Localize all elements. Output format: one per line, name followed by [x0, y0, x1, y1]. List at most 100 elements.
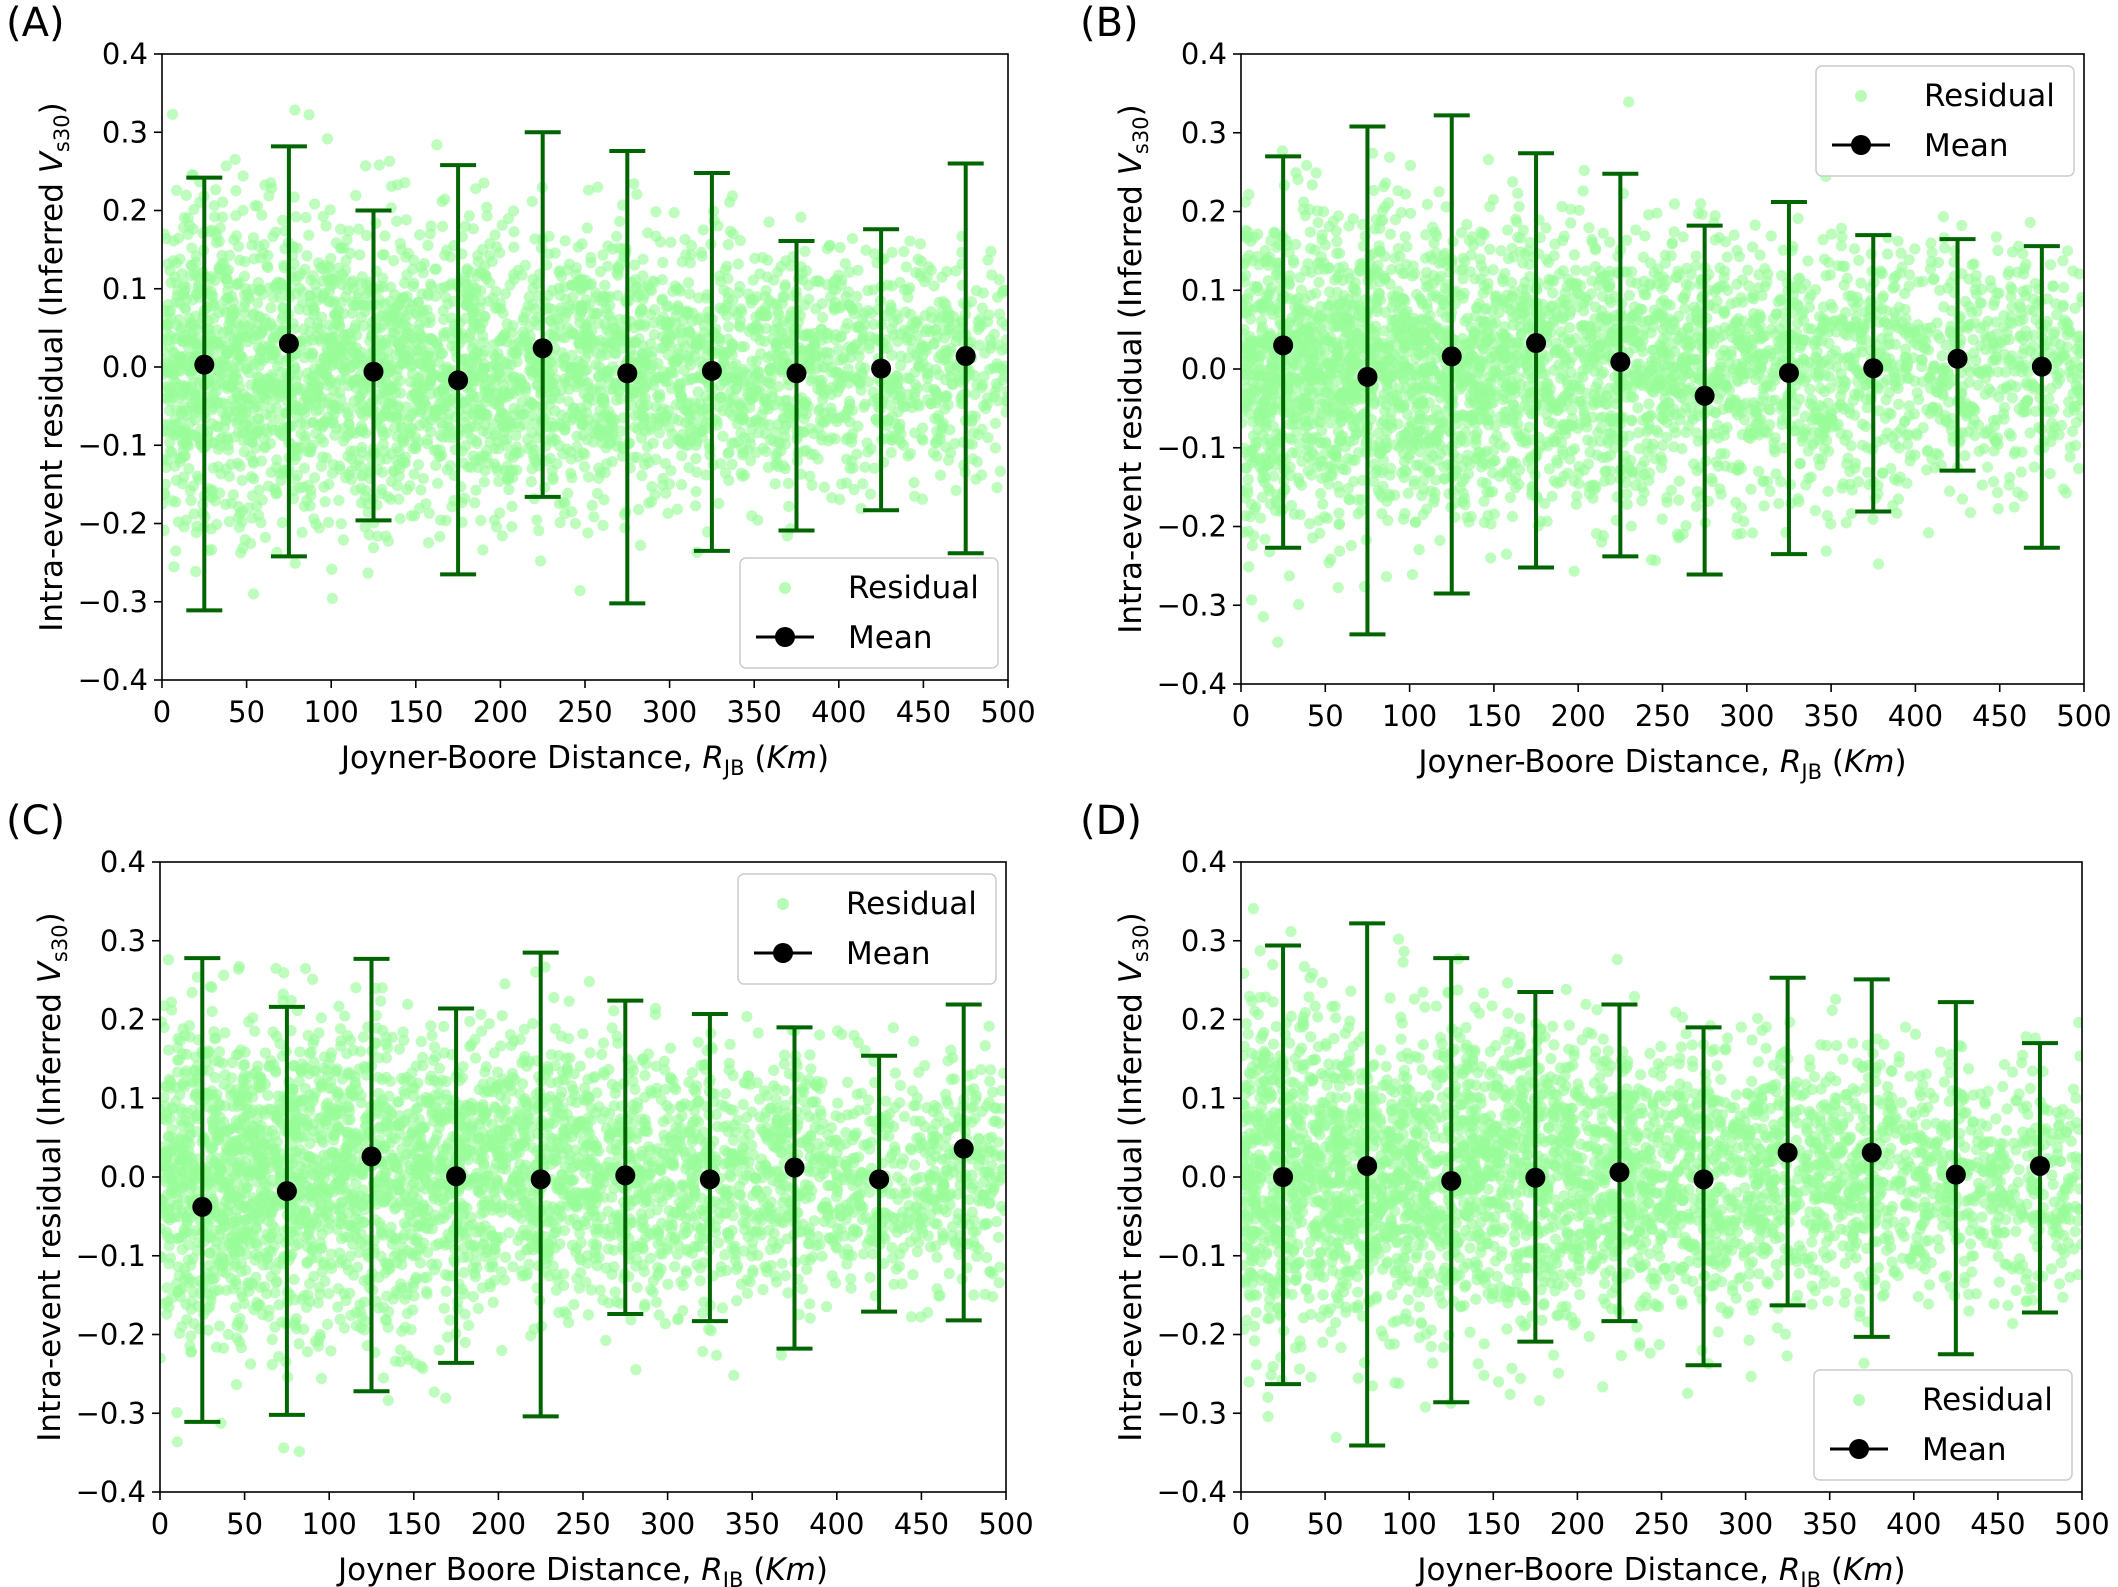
residual-point [692, 292, 705, 304]
residual-point [458, 333, 470, 345]
residual-point [647, 275, 659, 287]
residual-point [334, 242, 347, 254]
residual-point [1383, 151, 1396, 163]
residual-point [380, 453, 393, 465]
residual-point [778, 424, 791, 436]
residual-point [525, 362, 537, 374]
residual-point [986, 269, 998, 281]
residual-point [192, 282, 204, 294]
residual-point [472, 357, 484, 369]
residual-point [534, 555, 547, 567]
residual-point [864, 488, 877, 500]
residual-point [394, 513, 406, 525]
residual-point [676, 256, 688, 268]
residual-point [682, 277, 695, 289]
residual-point [229, 153, 241, 166]
residual-point [825, 402, 837, 414]
residual-point [1877, 290, 1889, 302]
residual-point [164, 395, 176, 408]
residual-point [276, 376, 288, 388]
residual-point [253, 240, 265, 252]
residual-point [233, 521, 245, 533]
residual-point [662, 507, 674, 520]
residual-point [499, 288, 512, 300]
residual-point [377, 438, 390, 450]
residual-point [546, 284, 559, 296]
residual-point [553, 439, 565, 452]
residual-point [723, 446, 735, 458]
residual-point [752, 427, 765, 439]
residual-point [518, 419, 531, 431]
residual-point [402, 247, 414, 259]
residual-point [243, 290, 255, 302]
residual-point [800, 265, 813, 277]
residual-point [396, 453, 408, 465]
residual-point [503, 483, 515, 496]
residual-point [181, 439, 193, 451]
residual-point [321, 133, 334, 145]
residual-point [1690, 260, 1702, 272]
legend-residual-marker [779, 582, 791, 594]
residual-point [214, 369, 227, 382]
residual-point [607, 421, 619, 433]
residual-point [880, 310, 893, 322]
panel-label-c: (C) [6, 798, 66, 844]
residual-point [757, 442, 769, 454]
residual-point [648, 304, 661, 316]
residual-point [238, 388, 250, 400]
residual-point [1604, 474, 1616, 486]
residual-point [421, 304, 433, 316]
residual-point [174, 253, 186, 265]
residual-point [223, 515, 236, 528]
residual-point [690, 485, 702, 498]
residual-point [852, 321, 865, 333]
residual-point [288, 360, 301, 373]
residual-point [230, 230, 243, 242]
residual-point [162, 498, 169, 510]
residual-point [629, 337, 642, 349]
panel-label-d: (D) [1080, 798, 1143, 844]
residual-point [634, 305, 646, 318]
residual-point [251, 297, 264, 309]
residual-point [544, 452, 556, 465]
residual-point [404, 376, 416, 388]
legend-mean-marker [775, 627, 795, 647]
residual-point [489, 358, 501, 371]
residual-point [247, 232, 260, 244]
residual-point [904, 448, 917, 460]
residual-point [393, 493, 405, 505]
residual-point [825, 388, 837, 400]
residual-point [354, 249, 366, 261]
residual-point [936, 306, 948, 318]
residual-point [1568, 565, 1580, 577]
residual-point [1981, 461, 1994, 473]
residual-point [172, 232, 185, 244]
residual-point [410, 432, 422, 444]
residual-point [229, 431, 241, 443]
residual-point [582, 527, 594, 539]
residual-point [809, 350, 821, 362]
residual-point [660, 319, 672, 331]
residual-point [162, 478, 171, 490]
residual-point [288, 258, 300, 270]
residual-point [739, 379, 751, 391]
residual-point [726, 376, 738, 388]
residual-point [504, 385, 516, 397]
residual-point [1571, 490, 1583, 502]
residual-point [401, 269, 413, 281]
residual-point [459, 417, 471, 429]
residual-point [976, 302, 988, 314]
residual-point [1822, 485, 1834, 497]
residual-point [323, 319, 335, 331]
residual-point [995, 362, 1007, 374]
residual-point [936, 271, 948, 283]
residual-point [245, 450, 257, 462]
residual-point [648, 379, 660, 392]
x-tick-label: 250 [557, 695, 612, 729]
residual-point [399, 177, 411, 189]
residual-point [211, 518, 223, 531]
residual-point [990, 378, 1003, 390]
residual-point [1001, 395, 1008, 408]
residual-point [580, 419, 592, 432]
residual-point [440, 514, 452, 527]
